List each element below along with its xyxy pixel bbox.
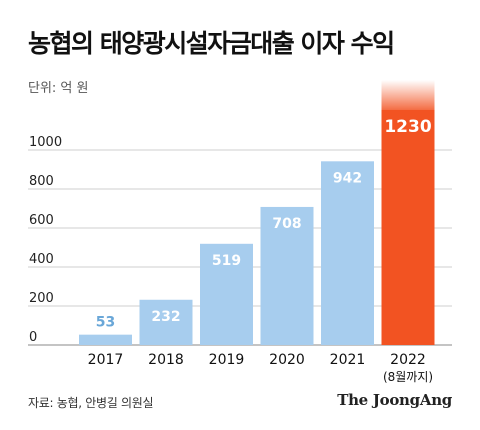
x-tick-sublabel: (8월까지): [383, 370, 433, 384]
axis-ticks: 0 200 400 600 800 1000 2017 2018 2019 2020 2021 202…: [29, 135, 433, 384]
data-label: 1230: [384, 117, 431, 137]
data-label: 708: [272, 216, 301, 232]
x-tick-label: 2020: [269, 352, 305, 368]
brand-logo: The JoongAng: [337, 391, 452, 409]
bar: [321, 161, 374, 345]
x-tick-label: 2022: [390, 352, 426, 368]
data-label: 53: [96, 315, 115, 331]
bar: [260, 206, 314, 345]
bar: [79, 334, 132, 345]
y-tick-label: 1000: [29, 135, 62, 150]
bars: [79, 80, 435, 345]
chart-title: 농협의 태양광시설자금대출 이자 수익: [28, 29, 395, 58]
y-tick-label: 800: [29, 174, 54, 189]
unit-label: 단위: 억 원: [28, 81, 89, 96]
y-tick-label: 200: [29, 291, 54, 306]
x-tick-label: 2019: [209, 352, 245, 368]
y-tick-label: 400: [29, 252, 54, 267]
bar: [381, 110, 435, 345]
bar: [139, 299, 193, 345]
x-tick-label: 2017: [88, 352, 124, 368]
data-label: 519: [212, 253, 241, 269]
y-tick-label: 600: [29, 213, 54, 228]
data-labels: 53 232 519 708 942 1230: [96, 117, 432, 331]
bar: [200, 243, 253, 345]
source-note: 자료: 농협, 안병길 의원실: [28, 396, 154, 410]
data-label: 942: [333, 170, 362, 186]
bar-overflow-fade: [381, 80, 435, 110]
x-tick-label: 2018: [148, 352, 184, 368]
data-label: 232: [151, 309, 180, 325]
y-tick-label: 0: [29, 330, 37, 345]
x-tick-label: 2021: [330, 352, 366, 368]
